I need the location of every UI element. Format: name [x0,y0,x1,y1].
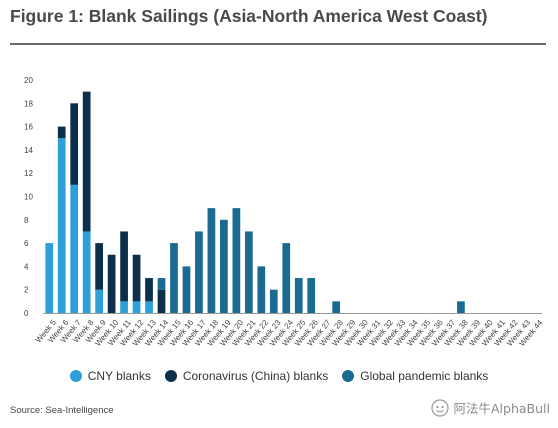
bar-segment-cny [132,301,141,313]
y-tick-label: 10 [24,193,33,202]
bar-segment-global-pandemic [195,231,203,313]
legend-swatch-global-pandemic [342,370,355,382]
figure-title: Figure 1: Blank Sailings (Asia-North Ame… [10,6,488,26]
bar-segment-coronavirus [145,278,153,302]
bar-segment-coronavirus [95,243,103,290]
bar-segment-coronavirus [132,254,141,302]
bar-segment-global-pandemic [182,266,191,313]
bar-segment-global-pandemic [307,278,316,313]
bar-segment-global-pandemic [269,289,278,313]
legend-swatch-cny [69,370,82,382]
bar-segment-global-pandemic [244,231,253,313]
legend-item-global-pandemic: Global pandemic blanks [342,369,488,383]
y-tick-label: 8 [24,216,29,225]
bar-segment-cny [70,184,79,313]
bar-segment-cny [95,289,103,313]
y-tick-label: 18 [24,99,33,108]
legend-swatch-coronavirus [164,370,177,382]
bar-segment-global-pandemic [207,208,216,313]
bar-segment-global-pandemic [232,208,241,313]
chart-legend: CNY blanks Coronavirus (China) blanks Gl… [0,369,558,383]
y-tick-label: 20 [24,76,33,85]
bar-segment-global-pandemic [170,243,178,313]
legend-label-global-pandemic: Global pandemic blanks [360,369,489,383]
bar-segment-coronavirus [57,126,66,139]
bar-segment-coronavirus [157,289,166,313]
wechat-logo-icon [430,398,449,417]
y-tick-label: 6 [24,239,29,248]
y-axis: 0 2 4 6 8 10 12 14 16 18 20 [24,76,33,318]
y-tick-label: 12 [24,169,33,178]
y-tick-label: 4 [24,262,29,271]
bar-segment-global-pandemic [332,301,341,313]
y-tick-label: 0 [24,309,29,318]
bar-segment-global-pandemic [257,266,266,313]
source-note: Source: Sea-Intelligence [10,405,114,416]
legend-item-coronavirus: Coronavirus (China) blanks [164,369,329,383]
bar-segment-global-pandemic [457,301,465,313]
bar-segment-global-pandemic [157,278,166,290]
y-tick-label: 14 [24,146,33,155]
watermark: 阿法牛AlphaBull [430,398,551,417]
y-tick-label: 2 [24,286,29,295]
legend-label-coronavirus: Coronavirus (China) blanks [182,369,329,383]
bar-segment-global-pandemic [294,278,303,313]
y-tick-label: 16 [24,123,33,132]
bar-segment-global-pandemic [220,219,228,313]
title-rule [10,43,546,45]
legend-label-cny: CNY blanks [87,369,151,383]
bar-segment-cny [57,138,66,313]
bars [45,91,465,313]
bar-segment-global-pandemic [282,243,291,313]
bar-segment-cny [82,231,91,313]
bar-segment-cny [120,301,128,313]
bar-segment-coronavirus [82,91,91,232]
bar-segment-cny [145,301,153,313]
legend-item-cny: CNY blanks [69,369,151,383]
bar-segment-coronavirus [70,103,79,185]
watermark-text: 阿法牛AlphaBull [453,401,551,416]
bar-segment-coronavirus [120,231,128,302]
bar-segment-coronavirus [107,254,116,313]
bar-segment-cny [45,243,54,313]
